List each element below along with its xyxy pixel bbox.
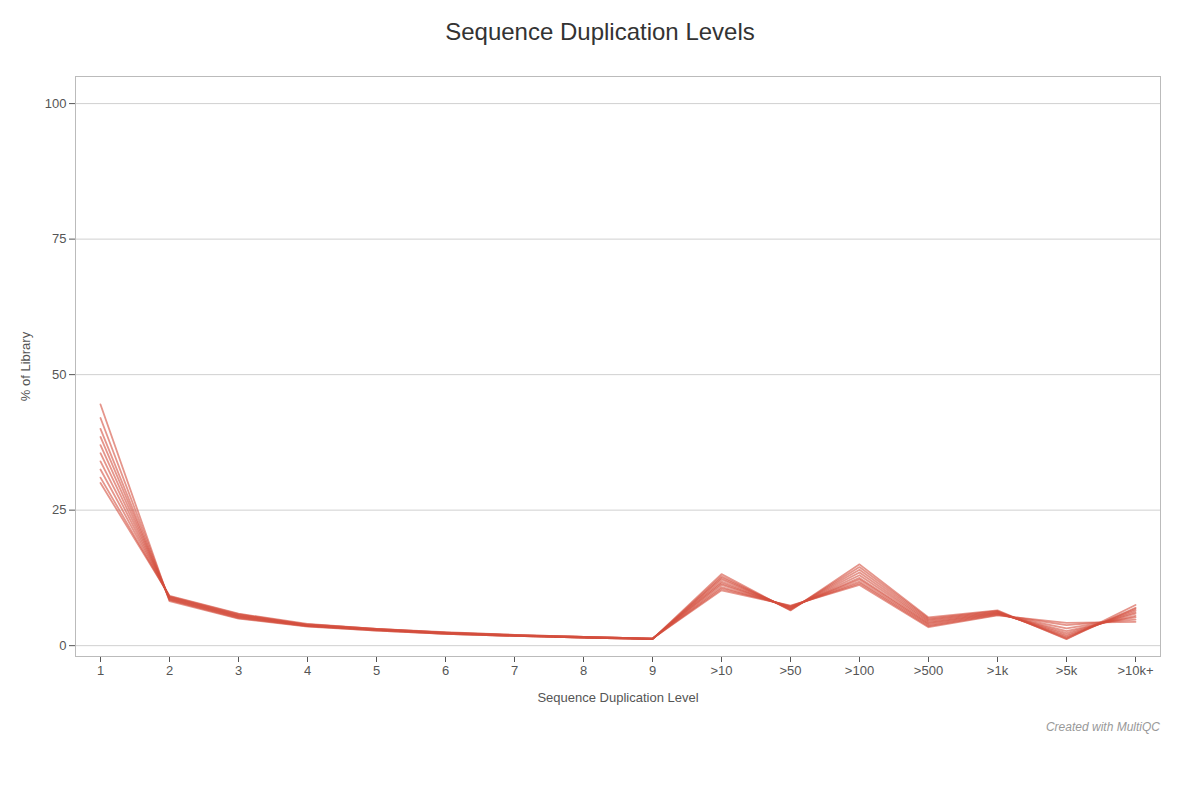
svg-text:3: 3	[235, 663, 242, 678]
svg-text:2: 2	[166, 663, 173, 678]
svg-text:4: 4	[304, 663, 311, 678]
svg-text:75: 75	[52, 231, 66, 246]
svg-text:5: 5	[373, 663, 380, 678]
svg-text:9: 9	[649, 663, 656, 678]
svg-text:1: 1	[97, 663, 104, 678]
svg-text:100: 100	[45, 96, 67, 111]
svg-text:>1k: >1k	[987, 663, 1009, 678]
svg-text:0: 0	[59, 638, 66, 653]
html-text:Created with MultiQC: Created with MultiQC	[1046, 720, 1160, 734]
svg-text:>500: >500	[914, 663, 943, 678]
svg-text:>50: >50	[779, 663, 801, 678]
svg-text:Sequence Duplication Level: Sequence Duplication Level	[537, 690, 698, 705]
svg-text:25: 25	[52, 502, 66, 517]
svg-text:>5k: >5k	[1056, 663, 1078, 678]
svg-text:>100: >100	[845, 663, 874, 678]
html-text:Sequence Duplication Levels: Sequence Duplication Levels	[445, 18, 755, 45]
svg-text:7: 7	[511, 663, 518, 678]
svg-text:>10k+: >10k+	[1117, 663, 1153, 678]
svg-text:% of Library: % of Library	[18, 331, 33, 401]
svg-text:>10: >10	[710, 663, 732, 678]
svg-text:50: 50	[52, 367, 66, 382]
svg-text:6: 6	[442, 663, 449, 678]
svg-text:8: 8	[580, 663, 587, 678]
